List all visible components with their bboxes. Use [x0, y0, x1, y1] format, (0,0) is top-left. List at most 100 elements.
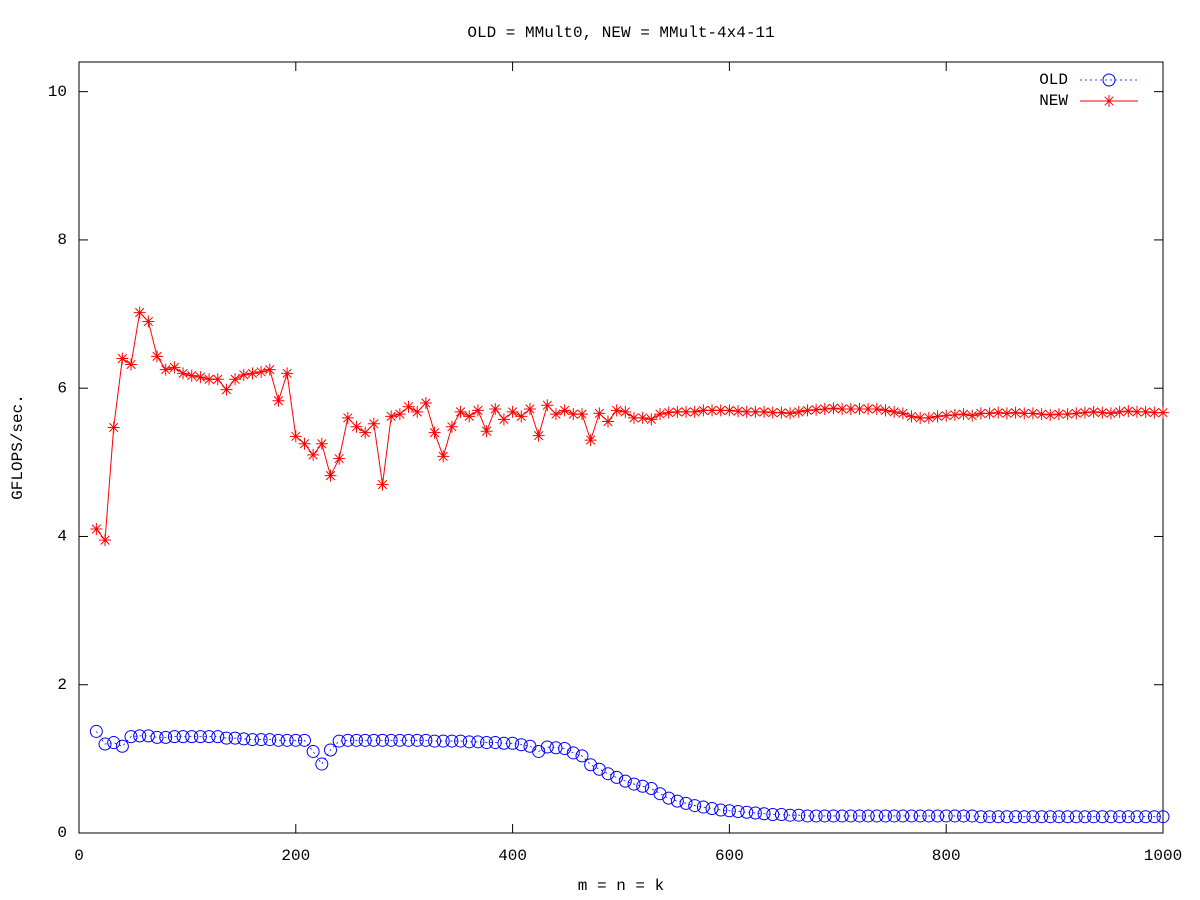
data-point	[367, 733, 381, 747]
data-point	[723, 404, 736, 417]
data-point	[983, 810, 997, 824]
data-point	[896, 809, 910, 823]
data-point	[280, 733, 294, 747]
data-point	[1139, 405, 1152, 418]
data-point	[766, 807, 780, 821]
x-axis-label: m = n = k	[578, 877, 664, 895]
data-point	[1009, 406, 1022, 419]
data-point	[341, 733, 355, 747]
data-point	[749, 405, 762, 418]
data-point	[939, 809, 953, 823]
data-point	[272, 394, 285, 407]
data-point	[254, 733, 268, 747]
data-point	[255, 365, 268, 378]
data-point	[315, 437, 328, 450]
data-point	[957, 408, 970, 421]
data-point	[697, 404, 710, 417]
data-point	[1026, 810, 1040, 824]
data-point	[480, 425, 493, 438]
data-point	[297, 733, 311, 747]
data-point	[558, 741, 572, 755]
data-point	[826, 809, 840, 823]
data-point	[722, 804, 736, 818]
data-point	[323, 743, 337, 757]
data-point	[654, 408, 667, 421]
data-point	[627, 777, 641, 791]
data-point	[246, 367, 259, 380]
data-point	[367, 417, 380, 430]
data-point	[411, 405, 424, 418]
data-point	[402, 400, 415, 413]
data-point	[671, 405, 684, 418]
data-point	[801, 404, 814, 417]
legend-label: OLD	[1039, 71, 1068, 89]
data-point	[428, 426, 441, 439]
data-point	[844, 402, 857, 415]
data-point	[393, 408, 406, 421]
data-point	[202, 730, 216, 744]
data-point	[584, 434, 597, 447]
plot-border	[78, 61, 1164, 834]
data-point	[89, 724, 103, 738]
data-point	[1087, 810, 1101, 824]
data-point	[775, 406, 788, 419]
data-point	[714, 803, 728, 817]
data-point	[376, 733, 390, 747]
data-point	[359, 426, 372, 439]
data-point	[263, 733, 277, 747]
data-point	[298, 437, 311, 450]
data-point	[948, 809, 962, 823]
data-point	[1130, 405, 1143, 418]
data-point	[1130, 810, 1144, 824]
data-point	[957, 809, 971, 823]
data-point	[211, 373, 224, 386]
data-point	[376, 478, 389, 491]
data-point	[1061, 810, 1075, 824]
data-point	[662, 406, 675, 419]
data-point	[168, 361, 181, 374]
data-point	[818, 809, 832, 823]
data-point	[271, 733, 285, 747]
data-point	[185, 730, 199, 744]
data-point	[228, 731, 242, 745]
data-point	[115, 739, 129, 753]
data-point	[124, 730, 138, 744]
data-point	[705, 802, 719, 816]
data-point	[333, 452, 346, 465]
data-point	[740, 805, 754, 819]
data-point	[402, 733, 416, 747]
data-point	[732, 405, 745, 418]
data-point	[879, 404, 892, 417]
data-point	[827, 402, 840, 415]
data-point	[185, 369, 198, 382]
data-point	[575, 749, 589, 763]
data-point	[679, 796, 693, 810]
data-point	[636, 411, 649, 424]
data-point	[940, 409, 953, 422]
data-point	[167, 730, 181, 744]
chart-title: OLD = MMult0, NEW = MMult-4x4-11	[467, 24, 774, 42]
data-point	[211, 730, 225, 744]
data-point	[471, 404, 484, 417]
data-point	[462, 735, 476, 749]
data-point	[220, 383, 233, 396]
data-point	[601, 415, 614, 428]
data-point	[151, 350, 164, 363]
data-point	[176, 730, 190, 744]
data-point	[931, 410, 944, 423]
data-point	[141, 729, 155, 743]
data-point	[350, 733, 364, 747]
data-point	[992, 406, 1005, 419]
data-point	[1113, 810, 1127, 824]
data-point	[410, 733, 424, 747]
data-point	[107, 421, 120, 434]
x-tick-label: 800	[932, 847, 961, 865]
data-point	[636, 779, 650, 793]
data-point	[445, 420, 458, 433]
data-point	[263, 363, 276, 376]
data-point	[974, 810, 988, 824]
data-point	[237, 368, 250, 381]
y-tick-label: 8	[57, 231, 67, 249]
